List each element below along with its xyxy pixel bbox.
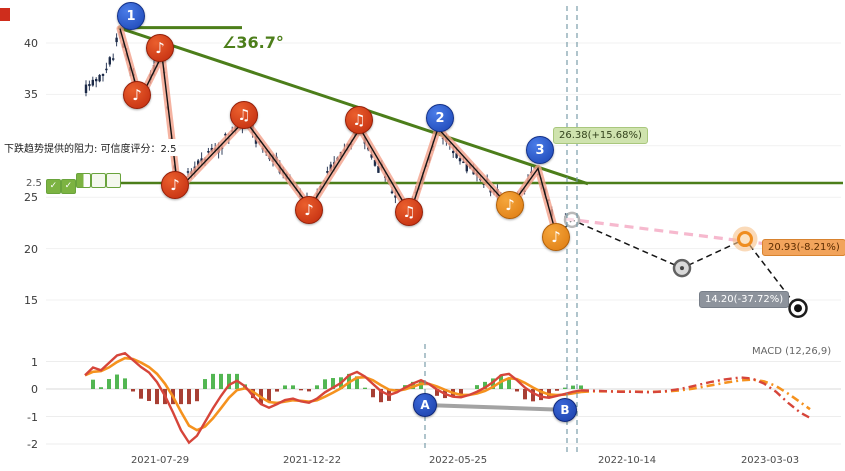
score-icon: ✓	[60, 179, 76, 194]
date-tick: 2021-12-22	[282, 455, 342, 466]
date-tick: 2023-03-03	[740, 455, 800, 466]
score-icon	[105, 173, 121, 188]
pivot-marker-3[interactable]: 3	[526, 136, 554, 164]
score-icon	[90, 173, 106, 188]
price-tick: 40	[24, 37, 38, 50]
macd-marker-B[interactable]: B	[553, 398, 577, 422]
note-marker[interactable]: ♪	[295, 196, 323, 224]
score-row: 2.5 ✓ ✓	[26, 173, 121, 194]
date-tick: 2022-10-14	[597, 455, 657, 466]
corner-marker	[0, 8, 10, 21]
note-marker[interactable]: ♫	[345, 106, 373, 134]
pivot-marker-2[interactable]: 2	[426, 104, 454, 132]
macd-tick: -1	[27, 410, 38, 424]
macd-marker-A[interactable]: A	[413, 393, 437, 417]
note-marker[interactable]: ♫	[230, 101, 258, 129]
note-marker[interactable]: ♪	[146, 34, 174, 62]
price-tick: 20	[24, 242, 38, 256]
price-tick: 25	[24, 191, 38, 205]
macd-tick: -2	[27, 438, 38, 451]
score-icon	[75, 173, 91, 188]
score-label: 2.5	[26, 178, 42, 189]
note-marker[interactable]: ♪	[161, 171, 189, 199]
macd-indicator-label: MACD (12,26,9)	[752, 346, 832, 357]
note-marker[interactable]: ♫	[395, 198, 423, 226]
note-marker[interactable]: ♪	[542, 223, 570, 251]
note-marker[interactable]: ♪	[496, 191, 524, 219]
date-tick: 2022-05-25	[428, 455, 488, 466]
resistance-note: 下跌趋势提供的阻力: 可信度评分：2.5	[2, 139, 179, 156]
price-badge[interactable]: 14.20(-37.72%)	[699, 291, 790, 308]
price-badge[interactable]: 20.93(-8.21%)	[762, 239, 845, 256]
price-badge[interactable]: 26.38(+15.68%)	[553, 127, 648, 144]
score-icons: ✓ ✓	[45, 173, 121, 194]
score-icon: ✓	[45, 179, 61, 194]
price-tick: 35	[24, 88, 38, 102]
macd-tick: 1	[31, 355, 38, 369]
note-marker[interactable]: ♪	[123, 81, 151, 109]
pivot-marker-1[interactable]: 1	[117, 2, 145, 30]
angle-label: ∠36.7°	[222, 33, 284, 52]
macd-tick: 0	[31, 383, 38, 396]
date-tick: 2021-07-29	[130, 455, 190, 466]
price-tick: 15	[24, 294, 38, 307]
